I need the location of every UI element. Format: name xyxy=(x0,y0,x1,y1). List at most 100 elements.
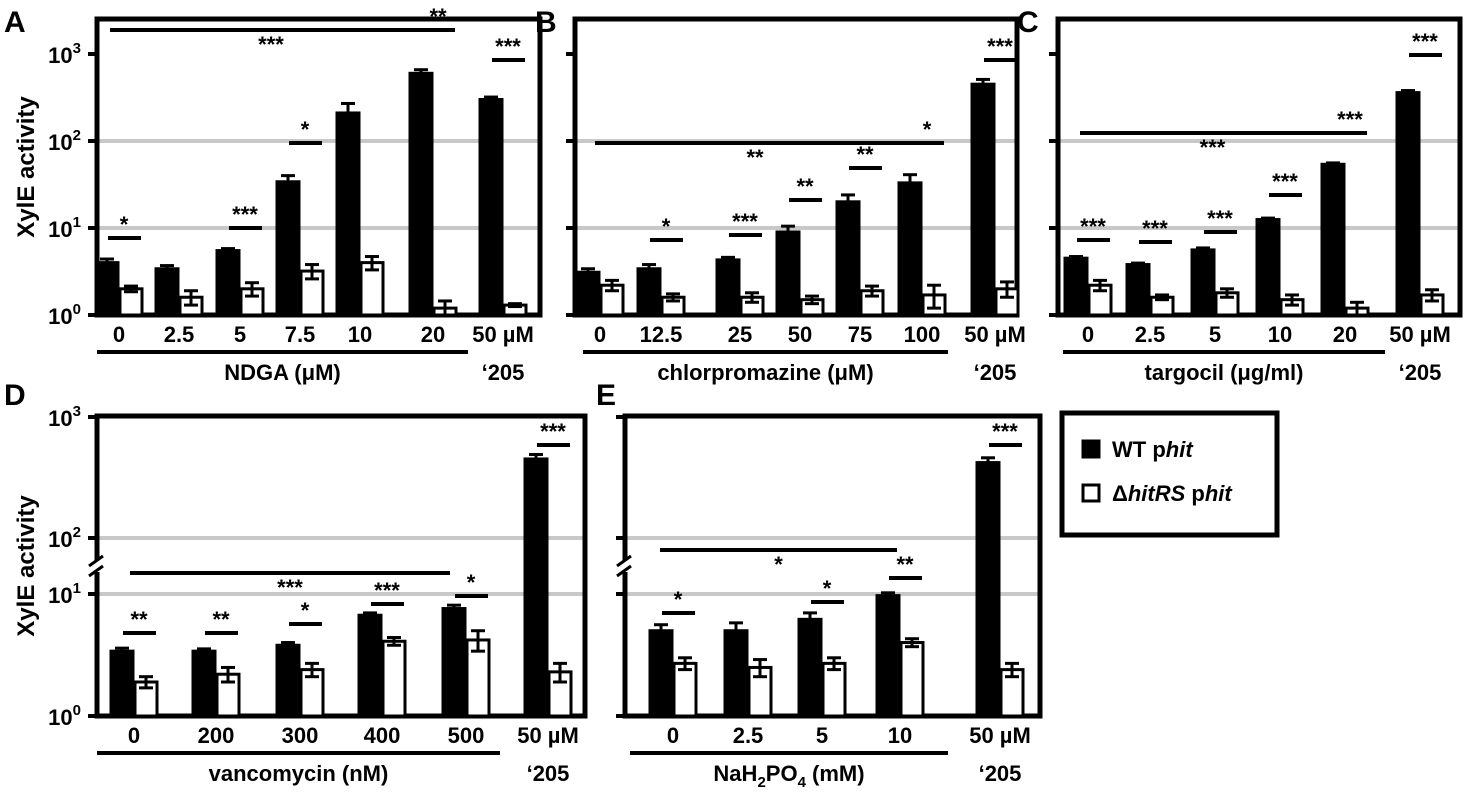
bar-wt xyxy=(835,200,861,317)
y-tick-label: 103 xyxy=(48,40,81,68)
bar-wt xyxy=(1395,91,1421,317)
x-tick-label: 20 xyxy=(421,322,445,347)
sig-label: *** xyxy=(732,209,758,234)
span-sig-label: * xyxy=(774,552,783,577)
sig-label: * xyxy=(467,570,476,595)
y-tick-label: 100 xyxy=(48,301,81,329)
bar-wt xyxy=(441,607,467,718)
bar-wt xyxy=(970,82,996,317)
span-sig-label: *** xyxy=(258,32,284,57)
span-sig-label: ** xyxy=(746,145,764,170)
x-tick-label: 0 xyxy=(1082,322,1094,347)
bar-mutant xyxy=(821,661,847,718)
sig-label: *** xyxy=(374,578,400,603)
panel-letter: E xyxy=(596,379,616,412)
x-tick-label: 500 xyxy=(448,723,485,748)
bar-wt xyxy=(191,649,217,718)
x-tick-label: 0 xyxy=(128,723,140,748)
panel-E: E0*2.5 5*10**50 µM****NaH2PO4 (mM) ‘205 xyxy=(596,379,1043,791)
x-tick-label: 10 xyxy=(1268,322,1292,347)
x-tick-label: 2.5 xyxy=(1135,322,1166,347)
sig-label: *** xyxy=(1207,206,1233,231)
sig-label: *** xyxy=(232,202,258,227)
x-tick-label: 20 xyxy=(1333,322,1357,347)
y-tick-label: 101 xyxy=(48,580,81,608)
x-tick-label: 7.5 xyxy=(285,322,316,347)
sig-label: ** xyxy=(856,142,874,167)
sig-label: ** xyxy=(212,607,230,632)
group-label: NDGA (μM) xyxy=(224,360,341,385)
y-tick-label: 101 xyxy=(48,214,81,242)
x-tick-label: 50 µM xyxy=(969,723,1031,748)
legend: WT phit ΔhitRS phit xyxy=(1059,410,1280,538)
group-label: targocil (μg/ml) xyxy=(1145,360,1304,385)
sig-label: ** xyxy=(429,4,447,29)
x-tick-label: 5 xyxy=(234,322,246,347)
bar-wt xyxy=(335,111,361,317)
panel-D: 100 101 102 103 XylE activity D 0 ** 200 ** 300 * 40… xyxy=(4,379,588,786)
legend-label: WT phit xyxy=(1112,437,1194,462)
compound-label: ‘205 xyxy=(979,761,1022,786)
bar-wt xyxy=(715,258,741,317)
x-tick-label: 10 xyxy=(888,723,912,748)
axis-break-mark xyxy=(88,564,104,578)
sig-label: ** xyxy=(896,552,914,577)
bar-wt xyxy=(478,97,504,317)
bar-wt xyxy=(775,230,801,317)
sig-label: *** xyxy=(540,419,566,444)
panel-C: C 0 *** 2.5 *** 5 *** 10 *** 20 *** 50 µM *** *** targ… xyxy=(1017,6,1463,385)
sig-label: ** xyxy=(796,174,814,199)
legend-swatch xyxy=(1081,483,1101,503)
x-tick-label: 5 xyxy=(1209,322,1221,347)
x-tick-label: 50 µM xyxy=(1389,322,1451,347)
bar-wt xyxy=(408,71,434,317)
legend-frame xyxy=(1059,410,1280,538)
legend-label: ΔhitRS phit xyxy=(1112,481,1233,506)
x-tick-label: 0 xyxy=(667,723,679,748)
bar-wt xyxy=(723,629,749,718)
bar-wt xyxy=(154,267,180,317)
axis-break-mark xyxy=(88,554,104,568)
bar-wt xyxy=(1063,256,1089,317)
y-tick-label: 103 xyxy=(48,403,81,431)
bar-wt xyxy=(109,649,135,718)
compound-label: ‘205 xyxy=(482,360,525,385)
panel-letter: D xyxy=(4,379,26,412)
sig-label: *** xyxy=(1412,29,1438,54)
x-tick-label: 0 xyxy=(113,322,125,347)
panel-B: B0 12.5*25***50**75**100*50 µM*****chlorp… xyxy=(535,6,1026,385)
bar-wt xyxy=(1255,218,1281,317)
x-tick-label: 200 xyxy=(198,723,235,748)
x-tick-label: 300 xyxy=(282,723,319,748)
x-tick-label: 2.5 xyxy=(164,322,195,347)
y-tick-label: 102 xyxy=(48,127,81,155)
sig-label: * xyxy=(823,576,832,601)
bar-wt xyxy=(94,261,120,317)
bar-wt xyxy=(357,613,383,718)
compound-label: ‘205 xyxy=(974,360,1017,385)
bar-wt xyxy=(897,181,923,317)
bar-wt xyxy=(975,461,1001,718)
bar-wt xyxy=(1320,162,1346,317)
sig-label: *** xyxy=(1272,169,1298,194)
bar-mutant xyxy=(899,641,925,718)
x-tick-label: 2.5 xyxy=(733,723,764,748)
bar-mutant xyxy=(381,639,407,718)
sig-label: *** xyxy=(992,419,1018,444)
bar-wt xyxy=(1125,263,1151,317)
axis-break-mark xyxy=(616,554,632,568)
bar-wt xyxy=(575,270,601,317)
x-tick-label: 50 xyxy=(788,322,812,347)
axis-break-mark xyxy=(616,564,632,578)
sig-label: *** xyxy=(1337,107,1363,132)
sig-label: *** xyxy=(1142,216,1168,241)
sig-label: * xyxy=(923,117,932,142)
bar-wt xyxy=(797,617,823,718)
y-axis-label: XylE activity xyxy=(13,495,40,637)
plot-frame xyxy=(94,413,588,719)
bar-wt xyxy=(875,594,901,718)
group-label: NaH2PO4 (mM) xyxy=(713,761,864,791)
panel-letter: A xyxy=(4,6,26,39)
panel-A: 100 101 102 103 XylE activity A 0 * 2.5 5 *** 7.5 * 1… xyxy=(4,4,543,385)
y-tick-label: 102 xyxy=(48,524,81,552)
